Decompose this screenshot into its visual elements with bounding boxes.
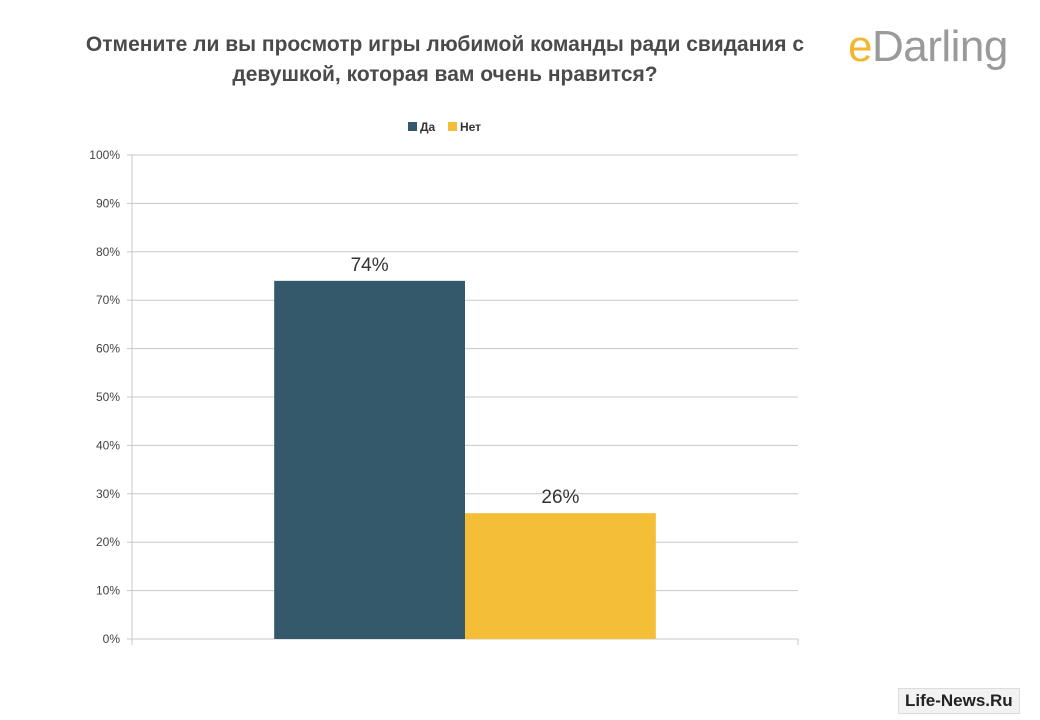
data-label-yes: 74% — [351, 255, 389, 276]
legend-label-yes: Да — [420, 120, 436, 134]
logo-rest: Darling — [871, 22, 1008, 71]
y-tick-label: 0% — [103, 632, 121, 646]
y-tick-label: 80% — [96, 245, 120, 259]
legend-swatch-yes — [408, 122, 417, 131]
chart-title: Отмените ли вы просмотр игры любимой ком… — [85, 33, 805, 86]
logo-e: e — [848, 22, 872, 71]
edarling-logo: eDarling — [848, 22, 1008, 72]
data-label-no: 26% — [541, 487, 579, 508]
bar-yes — [274, 280, 465, 639]
y-tick-label: 50% — [96, 390, 120, 404]
y-tick-label: 100% — [89, 148, 120, 162]
legend-swatch-no — [448, 122, 457, 131]
y-tick-label: 70% — [96, 293, 120, 307]
y-tick-label: 90% — [96, 196, 120, 210]
y-tick-label: 20% — [96, 535, 120, 549]
y-tick-label: 10% — [96, 584, 120, 598]
y-tick-label: 60% — [96, 342, 120, 356]
y-tick-label: 30% — [96, 487, 120, 501]
watermark: Life-News.Ru — [898, 688, 1020, 714]
y-tick-label: 40% — [96, 438, 120, 452]
bar-no — [465, 513, 656, 639]
legend-label-no: Нет — [460, 120, 481, 134]
